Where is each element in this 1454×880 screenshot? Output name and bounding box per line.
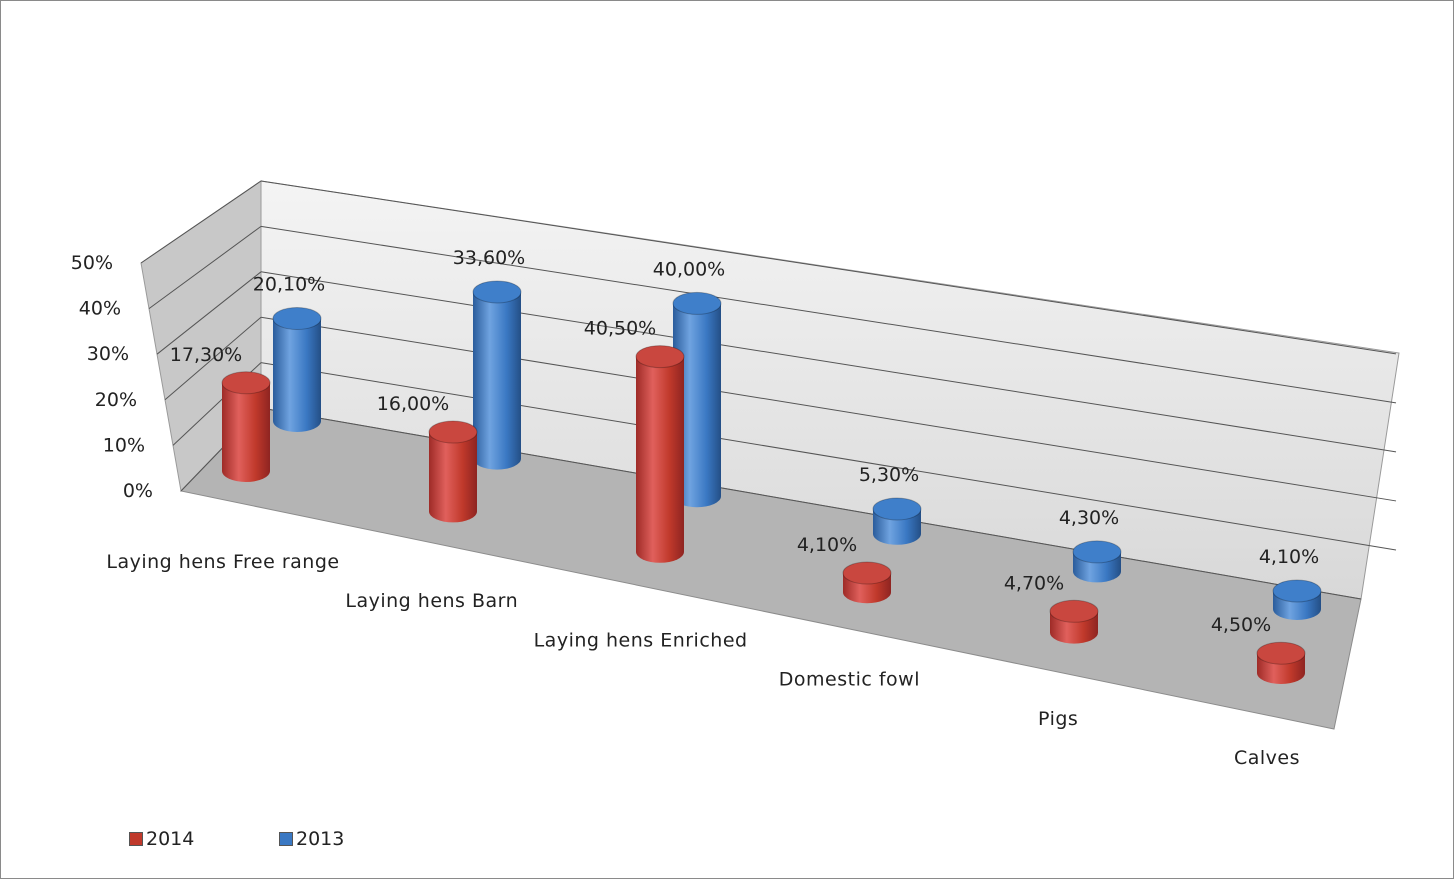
y-tick-label: 20% (95, 389, 137, 411)
y-tick-label: 50% (71, 252, 113, 274)
bar (872, 497, 922, 545)
bar (1272, 579, 1322, 620)
y-tick-label: 0% (123, 480, 153, 502)
y-axis-ticks: 0% 10% 20% 30% 40% 50% (71, 252, 153, 502)
bar (1049, 599, 1099, 644)
data-labels: 20,10% 17,30% 33,60% 16,00% 40,00% 40,50% 5,30… (170, 247, 1319, 636)
x-tick-label: Domestic fowl (779, 669, 920, 691)
data-label: 17,30% (170, 344, 242, 366)
x-tick-label: Laying hens Barn (345, 590, 518, 612)
data-label: 33,60% (453, 247, 525, 269)
gridline-side (140, 180, 262, 264)
legend-item-2014: 2014 (129, 828, 194, 850)
data-label: 40,00% (653, 258, 725, 280)
bar (472, 280, 522, 470)
gridlines (140, 180, 1397, 600)
bar (672, 291, 722, 508)
legend-item-2013: 2013 (279, 828, 344, 850)
bars (221, 280, 1322, 684)
gridline-side (156, 271, 262, 355)
y-tick-label: 40% (79, 298, 121, 320)
data-label: 40,50% (584, 318, 656, 340)
y-tick-label: 30% (87, 343, 129, 365)
bar (272, 306, 322, 432)
data-label: 4,70% (1004, 572, 1064, 594)
bar (221, 371, 271, 482)
gridline-side (164, 316, 262, 401)
bar (842, 561, 892, 604)
gridline-side (148, 225, 262, 310)
data-label: 4,50% (1211, 614, 1271, 636)
data-label: 20,10% (253, 273, 325, 295)
gridline (260, 180, 1397, 355)
legend-swatch-2013 (279, 832, 293, 846)
bar (1256, 641, 1306, 684)
legend-swatch-2014 (129, 832, 143, 846)
data-label: 5,30% (859, 464, 919, 486)
gridline (260, 316, 1397, 502)
y-tick-label: 10% (103, 434, 145, 456)
bar (635, 345, 685, 563)
data-label: 4,30% (1059, 507, 1119, 529)
legend-label-2013: 2013 (296, 828, 345, 850)
chart-walls (140, 180, 1400, 730)
bar (428, 420, 478, 523)
bar (1072, 540, 1122, 583)
x-axis-labels: Laying hens Free range Laying hens Barn La… (106, 551, 1300, 769)
data-label: 4,10% (797, 534, 857, 556)
data-label: 4,10% (1259, 546, 1319, 568)
x-tick-label: Calves (1234, 747, 1300, 769)
legend-label-2014: 2014 (146, 828, 195, 850)
gridline (260, 362, 1397, 551)
x-tick-label: Laying hens Enriched (534, 629, 748, 651)
gridline (260, 271, 1397, 453)
data-label: 16,00% (377, 393, 449, 415)
gridline (260, 225, 1397, 404)
x-tick-label: Pigs (1038, 708, 1078, 730)
x-tick-label: Laying hens Free range (106, 551, 339, 573)
